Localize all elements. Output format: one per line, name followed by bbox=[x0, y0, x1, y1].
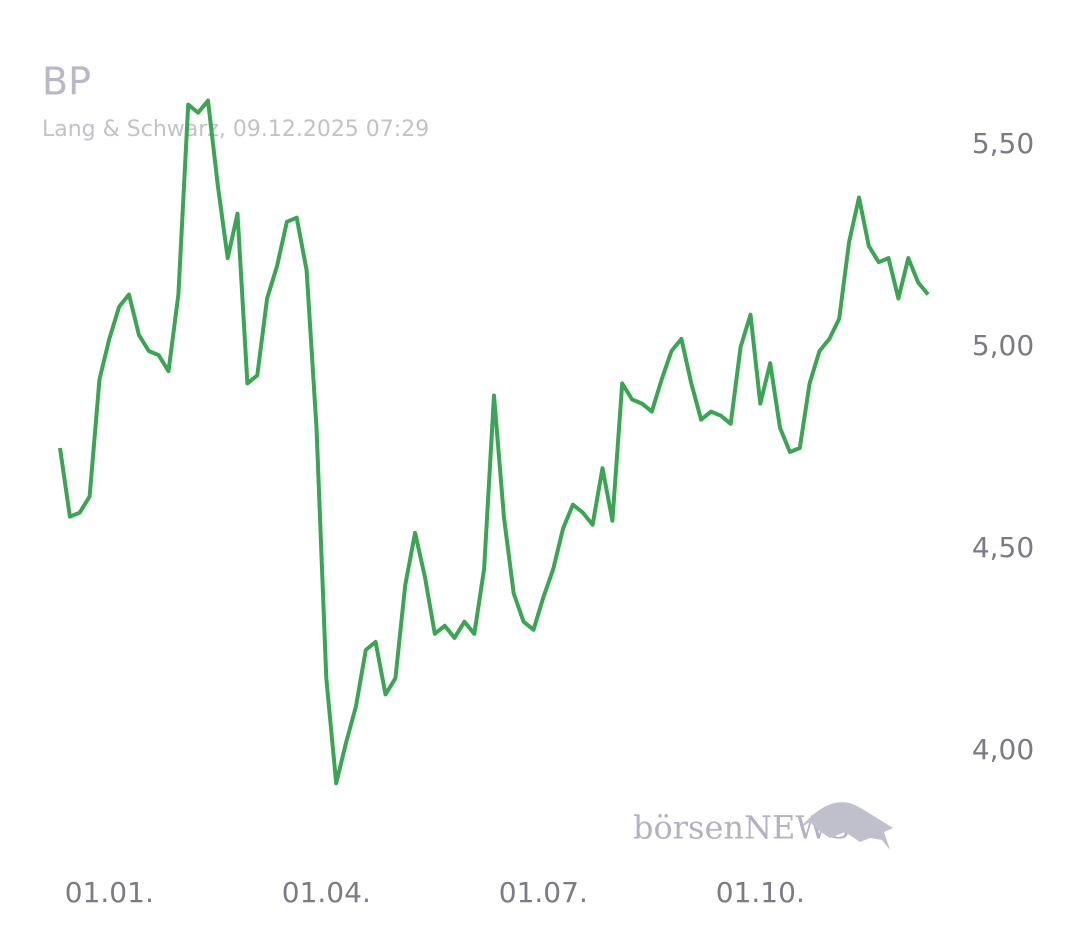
y-tick-label: 5,00 bbox=[972, 329, 1034, 362]
chart-subtitle: Lang & Schwarz, 09.12.2025 07:29 bbox=[42, 117, 429, 142]
y-tick-label: 4,00 bbox=[972, 733, 1034, 766]
watermark-bull bbox=[800, 802, 893, 850]
price-line bbox=[58, 98, 930, 786]
x-tick-label: 01.07. bbox=[499, 876, 588, 909]
y-tick-label: 5,50 bbox=[972, 127, 1034, 160]
x-tick-label: 01.04. bbox=[282, 876, 371, 909]
y-tick-label: 4,50 bbox=[972, 531, 1034, 564]
x-tick-label: 01.10. bbox=[716, 876, 805, 909]
x-tick-label: 01.01. bbox=[65, 876, 154, 909]
chart-title: BP bbox=[42, 60, 91, 104]
